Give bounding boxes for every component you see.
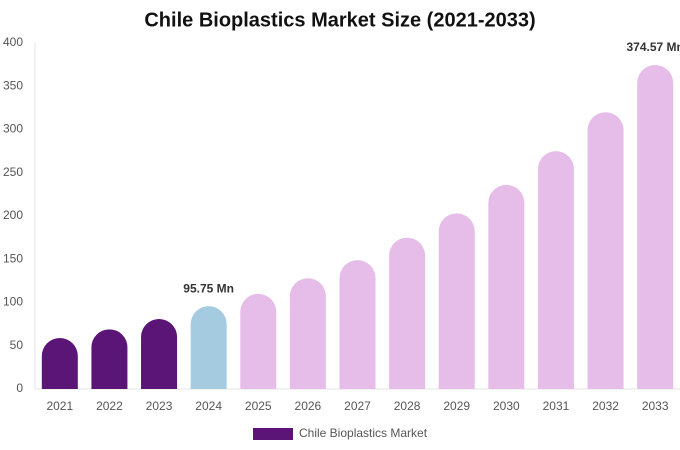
legend-label: Chile Bioplastics Market: [299, 426, 428, 440]
legend-swatch: [253, 428, 293, 440]
bar: [389, 237, 426, 389]
x-tick-label: 2028: [394, 399, 421, 413]
value-label: 95.75 Mn: [183, 281, 234, 295]
y-tick-label: 400: [3, 35, 23, 49]
x-tick-label: 2030: [493, 399, 520, 413]
y-tick-label: 350: [3, 78, 23, 92]
x-tick-label: 2025: [245, 399, 272, 413]
value-label: 374.57 Mn: [627, 40, 680, 54]
y-tick-label: 0: [16, 381, 23, 395]
y-tick-label: 50: [10, 338, 24, 352]
x-tick-label: 2029: [443, 399, 470, 413]
x-tick-label: 2021: [46, 399, 73, 413]
bar: [537, 151, 574, 389]
bar: [190, 306, 227, 389]
bar: [289, 278, 326, 389]
y-tick-label: 300: [3, 122, 23, 136]
x-tick-label: 2031: [543, 399, 570, 413]
x-tick-label: 2023: [146, 399, 173, 413]
bar: [240, 293, 277, 389]
bar: [488, 184, 525, 389]
x-tick-label: 2024: [195, 399, 222, 413]
x-tick-label: 2026: [295, 399, 322, 413]
y-tick-label: 200: [3, 208, 23, 222]
x-tick-label: 2032: [592, 399, 619, 413]
bar: [587, 112, 624, 389]
bar: [141, 318, 178, 389]
bar: [91, 329, 128, 389]
y-tick-label: 150: [3, 251, 23, 265]
bar: [41, 337, 78, 389]
y-tick-label: 250: [3, 165, 23, 179]
bar: [637, 64, 674, 389]
bar: [339, 260, 376, 389]
y-tick-label: 100: [3, 295, 23, 309]
x-tick-label: 2033: [642, 399, 669, 413]
x-tick-label: 2027: [344, 399, 371, 413]
bar: [438, 213, 475, 389]
x-tick-label: 2022: [96, 399, 123, 413]
chart-title: Chile Bioplastics Market Size (2021-2033…: [144, 9, 535, 31]
